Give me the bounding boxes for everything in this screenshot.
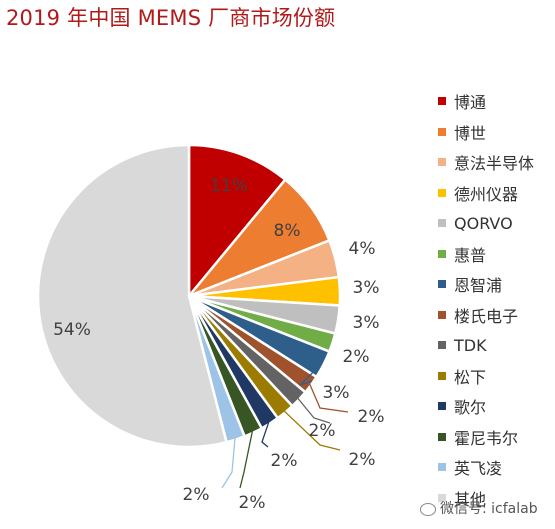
legend-label: 歌尔 [454, 398, 487, 418]
legend-item: 意法半导体 [438, 147, 555, 178]
data-label: 3% [323, 383, 350, 403]
legend-item: 英飞凌 [438, 452, 555, 483]
data-label: 2% [239, 493, 266, 513]
leader-line [239, 430, 254, 489]
legend-item: 博世 [438, 117, 555, 148]
legend-label: 博世 [454, 123, 487, 143]
legend-swatch [438, 280, 446, 289]
legend-item: 其他 [438, 483, 555, 514]
legend-item: 歌尔 [438, 391, 555, 422]
legend-item: 松下 [438, 361, 555, 392]
legend-item: QORVO [438, 208, 555, 239]
data-label: 2% [358, 407, 385, 427]
data-label: 3% [353, 278, 380, 298]
data-label: 8% [274, 221, 301, 241]
legend-label: QORVO [454, 213, 513, 233]
legend-label: 松下 [454, 367, 487, 387]
pie-slice [187, 143, 287, 298]
legend-swatch [438, 371, 446, 380]
legend-label: 德州仪器 [454, 184, 519, 204]
legend-swatch [438, 493, 446, 502]
legend-item: TDK [438, 330, 555, 361]
legend-item: 博通 [438, 86, 555, 117]
leader-line [299, 363, 323, 386]
legend-label: 惠普 [454, 245, 487, 265]
legend-label: 英飞凌 [454, 459, 503, 479]
legend-item: 德州仪器 [438, 178, 555, 209]
chart-title: 2019 年中国 MEMS 厂商市场份额 [6, 6, 336, 30]
legend-label: 恩智浦 [454, 276, 503, 296]
data-label: 2% [183, 485, 210, 505]
legend-swatch [438, 219, 446, 228]
legend-label: 霍尼韦尔 [454, 428, 519, 448]
legend-item: 霍尼韦尔 [438, 422, 555, 453]
leader-line [308, 383, 349, 413]
legend-swatch [438, 402, 446, 411]
leader-line [221, 437, 236, 489]
legend-swatch [438, 249, 446, 258]
data-label: 2% [349, 450, 376, 470]
data-label: 54% [53, 320, 91, 340]
legend-swatch [438, 188, 446, 197]
leader-line [297, 397, 331, 424]
data-label: 4% [349, 239, 376, 259]
legend-label: 其他 [454, 489, 487, 509]
legend-swatch [438, 310, 446, 319]
legend: 博通博世意法半导体德州仪器 QORVO 惠普恩智浦楼氏电子 TDK 松下歌尔霍尼韦尔英飞… [438, 86, 555, 513]
legend-item: 恩智浦 [438, 269, 555, 300]
legend-swatch [438, 463, 446, 472]
legend-swatch [438, 341, 446, 350]
watermark: 微信号: icfalab [420, 498, 538, 518]
data-label: 3% [353, 313, 380, 333]
wechat-icon [420, 502, 436, 516]
legend-item: 惠普 [438, 239, 555, 270]
legend-item: 楼氏电子 [438, 300, 555, 331]
data-label: 2% [271, 451, 298, 471]
legend-label: TDK [454, 335, 487, 355]
pie-slice [36, 143, 228, 449]
legend-label: 楼氏电子 [454, 306, 519, 326]
legend-label: 意法半导体 [454, 154, 535, 174]
legend-swatch [438, 158, 446, 167]
legend-swatch [438, 97, 446, 106]
legend-swatch [438, 432, 446, 441]
watermark-text: 微信号: icfalab [440, 501, 538, 517]
data-label: 11% [210, 176, 248, 196]
data-label: 2% [343, 347, 370, 367]
leader-line [283, 410, 341, 451]
legend-label: 博通 [454, 93, 487, 113]
legend-swatch [438, 127, 446, 136]
leader-line [261, 421, 270, 448]
data-label: 2% [309, 421, 336, 441]
